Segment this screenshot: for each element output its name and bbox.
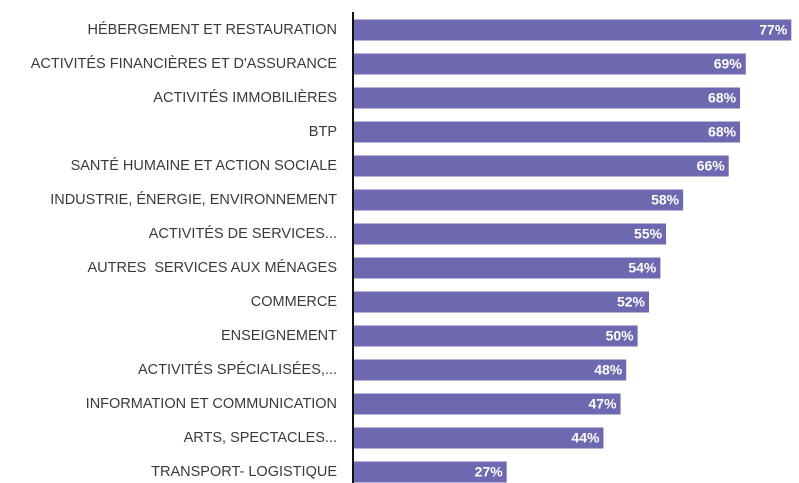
bar: [353, 189, 684, 211]
value-label: 66%: [697, 158, 726, 174]
value-label: 47%: [589, 396, 618, 412]
category-label: AUTRES SERVICES AUX MÉNAGES: [87, 259, 337, 276]
category-label: ACTIVITÉS FINANCIÈRES ET D'ASSURANCE: [31, 55, 338, 72]
value-label: 50%: [606, 328, 635, 344]
category-label: ARTS, SPECTACLES...: [184, 430, 337, 446]
category-label: BTP: [309, 124, 337, 140]
category-label: ACTIVITÉS DE SERVICES...: [149, 225, 337, 242]
bar: [353, 19, 792, 41]
bar: [353, 53, 746, 75]
value-label: 68%: [708, 124, 737, 140]
category-label: INFORMATION ET COMMUNICATION: [86, 396, 337, 412]
bar: [353, 393, 621, 415]
value-label: 48%: [594, 362, 623, 378]
value-label: 27%: [475, 464, 504, 480]
value-label: 44%: [571, 430, 600, 446]
bar: [353, 325, 638, 347]
bar: [353, 427, 604, 449]
category-label: ENSEIGNEMENT: [221, 328, 337, 344]
category-label: ACTIVITÉS IMMOBILIÈRES: [153, 89, 337, 106]
value-label: 54%: [628, 260, 657, 276]
value-label: 52%: [617, 294, 646, 310]
bar: [353, 359, 627, 381]
bar: [353, 257, 661, 279]
category-label: COMMERCE: [251, 294, 338, 310]
category-label: TRANSPORT- LOGISTIQUE: [151, 464, 337, 480]
bar: [353, 461, 507, 483]
value-label: 77%: [759, 22, 788, 38]
category-label: ACTIVITÉS SPÉCIALISÉES,...: [138, 361, 337, 378]
bar: [353, 155, 729, 177]
category-label: INDUSTRIE, ÉNERGIE, ENVIRONNEMENT: [50, 191, 337, 208]
value-label: 58%: [651, 192, 680, 208]
category-label: SANTÉ HUMAINE ET ACTION SOCIALE: [71, 157, 338, 174]
value-label: 55%: [634, 226, 663, 242]
bar: [353, 223, 667, 245]
value-label: 68%: [708, 90, 737, 106]
bar: [353, 87, 741, 109]
value-label: 69%: [714, 56, 743, 72]
bar: [353, 121, 741, 143]
bar: [353, 291, 649, 313]
category-label: HÉBERGEMENT ET RESTAURATION: [88, 21, 338, 38]
